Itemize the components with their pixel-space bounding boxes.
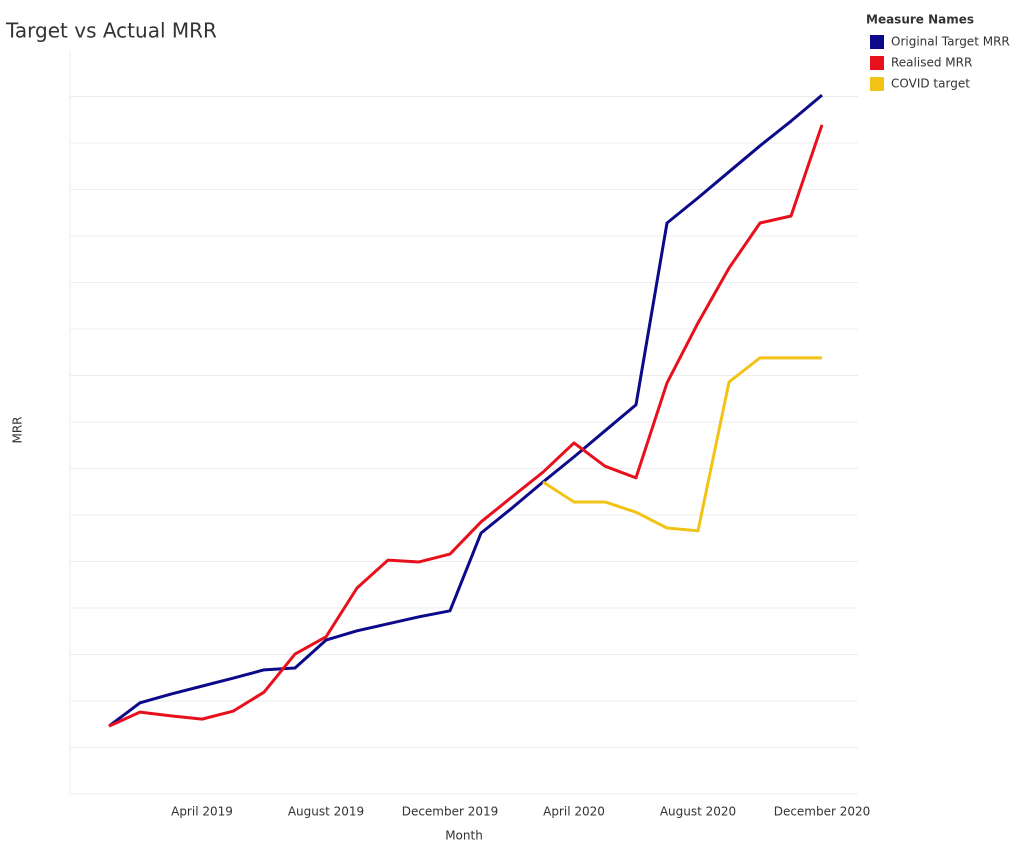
- x-tick-label: August 2019: [288, 805, 364, 819]
- x-tick-label: April 2020: [543, 805, 605, 819]
- legend-swatch: [870, 35, 884, 49]
- legend-label: COVID target: [891, 77, 970, 91]
- x-axis-label: Month: [445, 829, 483, 843]
- x-tick-label: December 2020: [774, 805, 871, 819]
- chart-title: Target vs Actual MRR: [5, 19, 217, 43]
- legend-title: Measure Names: [866, 13, 974, 27]
- legend-swatch: [870, 56, 884, 70]
- x-tick-label: August 2020: [660, 805, 736, 819]
- legend-label: Realised MRR: [891, 56, 972, 70]
- y-axis-label: MRR: [11, 416, 25, 443]
- x-tick-label: December 2019: [402, 805, 499, 819]
- x-tick-label: April 2019: [171, 805, 233, 819]
- legend-swatch: [870, 77, 884, 91]
- line-series: [542, 356, 822, 533]
- line-series: [108, 124, 824, 728]
- legend-label: Original Target MRR: [891, 35, 1010, 49]
- line-series: [108, 93, 823, 728]
